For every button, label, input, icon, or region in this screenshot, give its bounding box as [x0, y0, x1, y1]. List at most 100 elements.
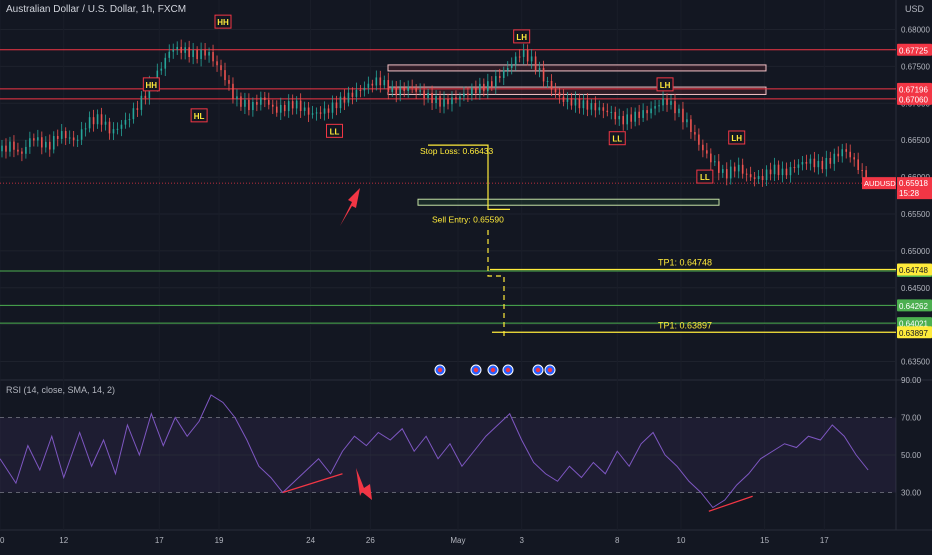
- time-tick-label: 24: [306, 536, 315, 545]
- chart-title: Australian Dollar / U.S. Dollar, 1h, FXC…: [6, 4, 187, 15]
- candle-body: [355, 90, 358, 97]
- time-tick-label: 3: [519, 536, 524, 545]
- candle-body: [415, 87, 417, 92]
- candle-body: [574, 98, 577, 106]
- candle-body: [534, 56, 537, 71]
- candle-body: [833, 153, 836, 164]
- candle-body: [359, 90, 362, 92]
- current-price-tag: 0.65918: [899, 179, 928, 188]
- candle-body: [558, 92, 561, 97]
- candle-body: [817, 160, 820, 168]
- candle-body: [136, 108, 139, 110]
- candle-body: [128, 119, 131, 121]
- currency-label: USD: [904, 4, 924, 14]
- candle-body: [371, 83, 374, 86]
- zone-box[interactable]: [417, 198, 720, 206]
- candle-body: [546, 80, 549, 82]
- candle-body: [510, 64, 513, 68]
- candle-body: [331, 102, 334, 113]
- candle-body: [447, 98, 449, 105]
- candle-body: [343, 96, 346, 103]
- zone-box[interactable]: [387, 86, 767, 95]
- candle-body: [483, 83, 485, 92]
- candle-body: [124, 119, 127, 125]
- rsi-divergence-line: [708, 495, 753, 512]
- candle-body: [646, 110, 648, 114]
- candle-body: [785, 168, 788, 176]
- event-icon-dot: [505, 367, 511, 373]
- candle-body: [761, 176, 764, 180]
- candle-body: [526, 49, 529, 62]
- candle-body: [196, 50, 198, 60]
- candle-body: [630, 114, 632, 122]
- stop-loss-bracket[interactable]: [428, 144, 510, 210]
- candle-body: [491, 81, 493, 87]
- candle-body: [682, 108, 684, 123]
- candle-body: [72, 137, 75, 141]
- candle-body: [48, 141, 51, 150]
- time-tick-label: 17: [155, 536, 164, 545]
- candle-body: [451, 97, 453, 105]
- candle-body: [160, 68, 163, 71]
- candle-body: [204, 49, 206, 56]
- candle-body: [435, 96, 437, 103]
- projection-path: [487, 230, 505, 338]
- time-tick-label: 15: [760, 536, 769, 545]
- swing-label: LH: [516, 33, 527, 42]
- event-icon-dot: [473, 367, 479, 373]
- candle-body: [698, 134, 700, 145]
- candle-body: [33, 138, 35, 141]
- swing-label-box: [513, 29, 531, 44]
- rsi-line[interactable]: [0, 394, 869, 509]
- candle-body: [104, 121, 107, 125]
- candle-body: [184, 47, 186, 53]
- level-price-tag: 0.64262: [899, 302, 928, 311]
- candle-body: [44, 141, 47, 148]
- time-tick-label: 10: [677, 536, 686, 545]
- candle-body: [837, 153, 840, 157]
- candle-body: [773, 164, 776, 175]
- price-tick-label: 0.66500: [901, 136, 930, 145]
- target-price-tag: 0.64748: [899, 266, 928, 275]
- candle-body: [654, 106, 656, 109]
- candle-body: [769, 169, 772, 175]
- target-price-tag-bg: [897, 263, 932, 276]
- candle-body: [702, 144, 704, 151]
- candle-body: [64, 131, 67, 139]
- candle-body: [315, 112, 318, 114]
- candle-body: [25, 146, 27, 154]
- candle-body: [192, 50, 194, 57]
- candle-body: [737, 164, 740, 172]
- candle-body: [244, 99, 246, 107]
- candle-body: [721, 169, 724, 173]
- level-price-tag-bg: [897, 299, 932, 312]
- candle-body: [240, 96, 242, 107]
- candle-body: [423, 90, 425, 99]
- candle-body: [471, 87, 473, 95]
- candle-body: [610, 111, 613, 113]
- candle-body: [391, 86, 394, 92]
- candle-body: [232, 83, 234, 99]
- candle-body: [351, 92, 354, 97]
- swing-label-box: [190, 108, 208, 123]
- swing-label-box: [696, 169, 714, 184]
- candle-body: [363, 87, 366, 91]
- candle-body: [399, 87, 402, 96]
- candle-body: [538, 67, 541, 71]
- candle-body: [41, 137, 43, 148]
- candle-body: [749, 174, 752, 178]
- candle-body: [821, 160, 824, 170]
- swing-label: LL: [612, 135, 622, 144]
- zone-box[interactable]: [387, 64, 767, 72]
- candle-body: [753, 177, 756, 180]
- candle-body: [479, 83, 481, 94]
- rsi-divergence-line: [282, 473, 343, 494]
- countdown-tag: 15:28: [899, 189, 920, 198]
- candle-body: [172, 49, 175, 52]
- candle-body: [634, 111, 636, 122]
- candle-body: [590, 103, 593, 110]
- candle-body: [347, 92, 350, 103]
- candle-body: [582, 100, 585, 109]
- candle-body: [467, 93, 469, 95]
